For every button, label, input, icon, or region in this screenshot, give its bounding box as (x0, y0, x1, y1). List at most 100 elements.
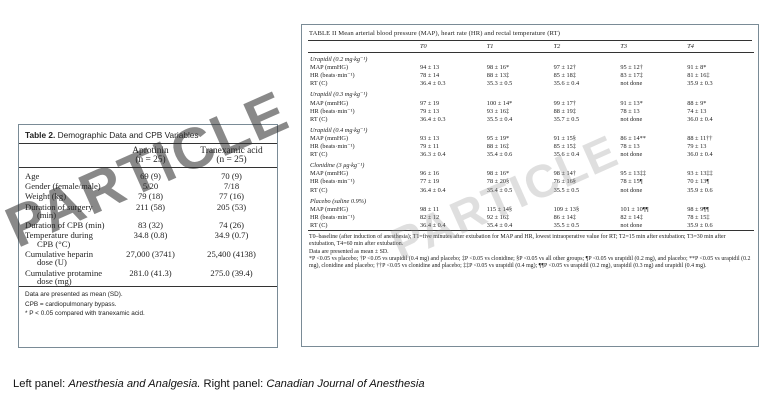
note: *P <0.05 vs placebo; †P <0.05 vs urapidi… (309, 255, 751, 270)
cell-value: 36.4 ± 0.3 (420, 80, 446, 88)
cell-value: 36.3 ± 0.4 (420, 151, 446, 159)
tranexamic-value: 74 (26) (218, 220, 245, 231)
table-row: MAP (mmHG) 93 ± 13 95 ± 19* 91 ± 15§ 86 ± 14… (308, 135, 754, 143)
row-label: MAP (mmHG) (310, 170, 349, 178)
cell-value: 93 ± 16‡ (486, 107, 510, 115)
table-row: Cumulative protamine dose (mg) 281.0 (41.3… (19, 268, 277, 287)
group-label: Urapidil (0.2 mg·kg⁻¹) (310, 56, 368, 64)
tranexamic-value: 70 (9) (221, 171, 242, 181)
header-aprotinin: Aprotinin (n = 25) (132, 146, 169, 165)
cell-value: 95 ± 19* (486, 134, 510, 142)
tranexamic-value: 275.0 (39.4) (210, 267, 253, 278)
column-header: T3 (620, 43, 628, 50)
row-label: HR (beats·min⁻¹) (310, 178, 355, 186)
cell-value: 35.3 ± 0.5 (486, 80, 513, 88)
cell-value: not done (620, 186, 643, 194)
row-label: Cumulative heparin dose (U) (19, 249, 115, 268)
row-label: Duration of surgery (min) (19, 202, 115, 221)
cell-value: 35.5 ± 0.5 (553, 186, 580, 194)
group-row: Urapidil (0.4 mg·kg⁻¹) (308, 124, 754, 135)
group-label: Placebo (saline 0.9%) (310, 197, 367, 205)
row-label-text: Gender (female/male) (25, 181, 101, 192)
cell-value: 78 ± 13 (620, 107, 640, 115)
row-label: Duration of CPB (min) (19, 220, 115, 230)
table-row: Age 69 (9) 70 (9) (19, 168, 277, 182)
cell-value: 78 ± 15‡ (687, 213, 710, 221)
blood-pressure-table: T0 T1 T2 T3 T4 Urapidil (0.2 mg·kg⁻¹) MAP (mm… (308, 41, 754, 231)
cell-value: 81 ± 16‡ (687, 72, 710, 80)
group-label: Urapidil (0.4 mg·kg⁻¹) (310, 126, 368, 134)
aprotinin-value: 79 (18) (137, 191, 164, 202)
cell-value: 98 ± 16* (486, 170, 510, 178)
row-label-text: Age (25, 171, 40, 181)
tranexamic-value: 7/18 (223, 181, 240, 192)
tranexamic-value: 25,400 (4138) (207, 248, 256, 259)
cell-value: not done (620, 151, 643, 159)
cell-value: 35.4 ± 0.6 (486, 151, 513, 159)
table-row: HR (beats·min⁻¹) 79 ± 13 93 ± 16‡ 88 ± 19‡ 7… (308, 108, 754, 116)
cell-value: 82 ± 12 (420, 213, 440, 221)
cell-value: 79 ± 13 (420, 107, 440, 115)
figure-caption: Left panel: Anesthesia and Analgesia. Ri… (13, 378, 425, 390)
row-label-text: Temperature during (25, 230, 93, 241)
cell-value: 92 ± 16‡ (486, 213, 510, 221)
aprotinin-value: 211 (58) (135, 201, 166, 212)
cell-value: not done (620, 115, 643, 123)
row-label: Temperature during CPB (°C) (19, 230, 115, 249)
table-row: MAP (mmHG) 97 ± 19 100 ± 14* 99 ± 17† 91 ± 1… (308, 100, 754, 108)
cell-value: 36.0 ± 0.4 (687, 115, 713, 123)
cell-value: 77 ± 19 (420, 178, 440, 186)
tranexamic-value: 205 (53) (216, 201, 247, 212)
cell-value: 36.4 ± 0.4 (420, 221, 446, 229)
row-label-text: Duration of surgery (25, 201, 93, 212)
group-label: Urapidil (0.3 mg·kg⁻¹) (310, 91, 368, 99)
row-label-text: Duration of CPB (min) (25, 220, 105, 231)
table-row: MAP (mmHG) 98 ± 11 115 ± 14§ 109 ± 13§ 101 ±… (308, 206, 754, 214)
left-table-notes: Data are presented as mean (SD). CPB = c… (19, 287, 277, 322)
table-row: RT (C) 36.4 ± 0.3 35.3 ± 0.5 35.6 ± 0.4 not … (308, 80, 754, 88)
group-row: Clonidine (3 μg·kg⁻¹) (308, 159, 754, 170)
cell-value: 79 ± 13 (687, 143, 707, 151)
column-header: T2 (553, 43, 561, 50)
cell-value: 97 ± 19 (420, 99, 440, 107)
cell-value: 35.9 ± 0.6 (687, 221, 713, 229)
table-header-row: T0 T1 T2 T3 T4 (308, 41, 754, 53)
cell-value: 98 ± 14† (553, 170, 576, 178)
cell-value: 70 ± 13¶ (687, 178, 710, 186)
cell-value: 35.4 ± 0.4 (486, 221, 513, 229)
left-table-title: Demographic Data and CPB Variables (57, 130, 199, 140)
cell-value: 86 ± 14** (620, 134, 646, 142)
row-label: Cumulative protamine dose (mg) (19, 268, 115, 287)
aprotinin-value: 69 (9) (140, 171, 161, 181)
cell-value: 79 ± 11 (420, 143, 439, 151)
aprotinin-value: 5/20 (142, 181, 159, 192)
note: Data are presented as mean (SD). (25, 291, 123, 299)
cell-value: 35.6 ± 0.4 (553, 80, 580, 88)
row-label: HR (beats·min⁻¹) (310, 72, 355, 80)
cell-value: 36.4 ± 0.4 (420, 186, 446, 194)
row-label: HR (beats·min⁻¹) (310, 213, 355, 221)
column-header: T0 (420, 43, 427, 50)
cell-value: 85 ± 15‡ (553, 143, 576, 151)
cell-value: 83 ± 17‡ (620, 72, 643, 80)
cell-value: 100 ± 14* (486, 99, 513, 107)
row-label: RT (C) (310, 151, 328, 159)
row-label-text: Weight (kg) (25, 191, 67, 202)
cell-value: 76 ± 16§ (553, 178, 576, 186)
row-label-text: Cumulative heparin (25, 248, 94, 259)
right-table-caption: TABLE II Mean arterial blood pressure (M… (309, 30, 561, 37)
column-header: T4 (687, 43, 694, 50)
cell-value: 91 ± 13* (620, 99, 643, 107)
header-tranexamic: Tranexamic acid (n = 25) (200, 146, 263, 165)
cell-value: not done (620, 80, 643, 88)
left-source: Anesthesia and Analgesia. (68, 378, 201, 390)
cell-value: 98 ± 11 (420, 205, 439, 213)
demographic-table: Aprotinin (n = 25) Tranexamic acid (n = … (19, 144, 277, 287)
row-label: MAP (mmHG) (310, 64, 349, 72)
row-label-sub: CPB (°C) (37, 238, 71, 249)
cell-value: 98 ± 9¶¶ (687, 205, 709, 213)
cell-value: 36.0 ± 0.4 (687, 151, 713, 159)
cell-value: 35.4 ± 0.5 (486, 186, 513, 194)
row-label: Weight (kg) (19, 191, 115, 201)
row-label: MAP (mmHG) (310, 134, 349, 142)
